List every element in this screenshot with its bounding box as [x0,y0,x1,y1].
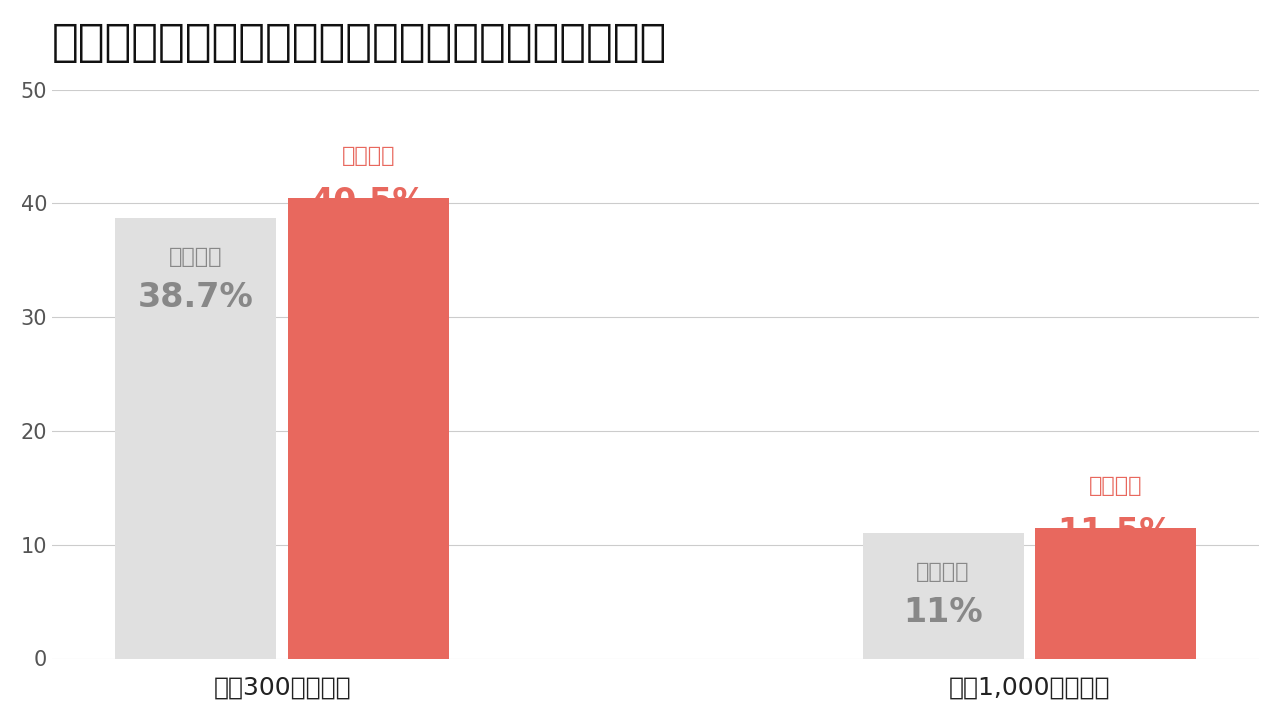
Text: 11.5%: 11.5% [1057,516,1174,549]
Bar [115,218,276,659]
Text: 値上げ後: 値上げ後 [1089,477,1142,496]
Text: 値上げ後: 値上げ後 [342,146,396,166]
Bar [288,198,449,659]
Text: 世帯年収に対する食料・エネルギーの負担率の比較: 世帯年収に対する食料・エネルギーの負担率の比較 [52,21,667,64]
Bar [1036,528,1196,659]
Text: 値上げ前: 値上げ前 [916,562,970,582]
Text: 38.7%: 38.7% [138,281,253,314]
Text: 40.5%: 40.5% [311,186,426,220]
Text: 11%: 11% [904,596,983,629]
Bar [863,534,1024,659]
Text: 値上げ前: 値上げ前 [169,246,223,266]
